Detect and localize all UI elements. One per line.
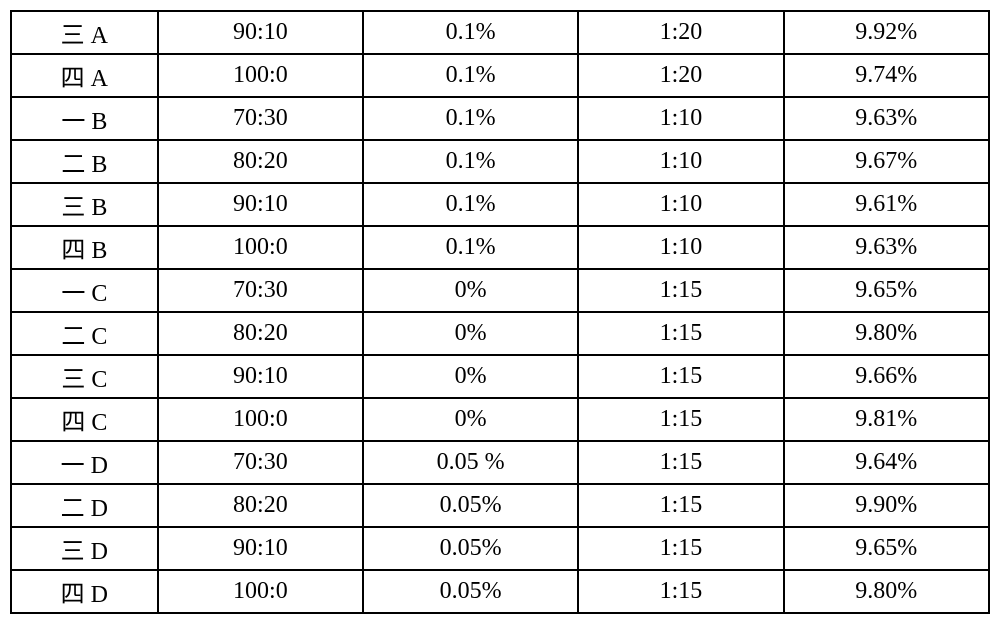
- cell-pct1: 0.1%: [363, 140, 578, 183]
- cell-pct2: 9.67%: [784, 140, 989, 183]
- cell-pct1: 0%: [363, 398, 578, 441]
- table-row: 三 B 90:10 0.1% 1:10 9.61%: [11, 183, 989, 226]
- table-row: 二 D 80:20 0.05% 1:15 9.90%: [11, 484, 989, 527]
- cell-pct2: 9.74%: [784, 54, 989, 97]
- cell-pct1: 0.05%: [363, 570, 578, 613]
- data-table-container: 三 A 90:10 0.1% 1:20 9.92% 四 A 100:0 0.1%…: [10, 10, 990, 614]
- cell-pct2: 9.80%: [784, 570, 989, 613]
- cell-ratio: 100:0: [158, 226, 363, 269]
- cell-label: 四 C: [11, 398, 158, 441]
- cell-pct1: 0.1%: [363, 54, 578, 97]
- cell-ratio: 80:20: [158, 312, 363, 355]
- data-table: 三 A 90:10 0.1% 1:20 9.92% 四 A 100:0 0.1%…: [10, 10, 990, 614]
- cell-pct2: 9.63%: [784, 226, 989, 269]
- table-row: 四 A 100:0 0.1% 1:20 9.74%: [11, 54, 989, 97]
- cell-ratio2: 1:15: [578, 312, 783, 355]
- cell-ratio: 100:0: [158, 54, 363, 97]
- cell-label: 四 A: [11, 54, 158, 97]
- cell-ratio2: 1:15: [578, 398, 783, 441]
- cell-ratio2: 1:15: [578, 527, 783, 570]
- cell-ratio: 90:10: [158, 355, 363, 398]
- cell-pct1: 0.1%: [363, 97, 578, 140]
- table-row: 四 C 100:0 0% 1:15 9.81%: [11, 398, 989, 441]
- cell-label: 二 B: [11, 140, 158, 183]
- cell-label: 二 C: [11, 312, 158, 355]
- cell-ratio2: 1:20: [578, 54, 783, 97]
- cell-ratio2: 1:20: [578, 11, 783, 54]
- cell-pct1: 0.05 %: [363, 441, 578, 484]
- cell-ratio: 70:30: [158, 97, 363, 140]
- cell-label: 一 C: [11, 269, 158, 312]
- cell-label: 一 B: [11, 97, 158, 140]
- cell-pct1: 0%: [363, 269, 578, 312]
- cell-pct2: 9.64%: [784, 441, 989, 484]
- cell-pct2: 9.81%: [784, 398, 989, 441]
- cell-label: 三 D: [11, 527, 158, 570]
- cell-pct1: 0%: [363, 312, 578, 355]
- cell-ratio2: 1:15: [578, 441, 783, 484]
- cell-label: 三 A: [11, 11, 158, 54]
- cell-pct1: 0.1%: [363, 226, 578, 269]
- cell-label: 三 B: [11, 183, 158, 226]
- table-row: 三 C 90:10 0% 1:15 9.66%: [11, 355, 989, 398]
- cell-ratio2: 1:15: [578, 570, 783, 613]
- cell-label: 四 D: [11, 570, 158, 613]
- table-row: 一 C 70:30 0% 1:15 9.65%: [11, 269, 989, 312]
- cell-pct1: 0.05%: [363, 484, 578, 527]
- cell-pct2: 9.65%: [784, 527, 989, 570]
- cell-ratio2: 1:10: [578, 226, 783, 269]
- cell-ratio: 80:20: [158, 484, 363, 527]
- cell-ratio: 90:10: [158, 11, 363, 54]
- cell-label: 一 D: [11, 441, 158, 484]
- table-row: 四 D 100:0 0.05% 1:15 9.80%: [11, 570, 989, 613]
- cell-label: 二 D: [11, 484, 158, 527]
- cell-ratio2: 1:10: [578, 97, 783, 140]
- table-row: 三 D 90:10 0.05% 1:15 9.65%: [11, 527, 989, 570]
- table-row: 一 D 70:30 0.05 % 1:15 9.64%: [11, 441, 989, 484]
- table-body: 三 A 90:10 0.1% 1:20 9.92% 四 A 100:0 0.1%…: [11, 11, 989, 613]
- cell-label: 三 C: [11, 355, 158, 398]
- cell-pct2: 9.63%: [784, 97, 989, 140]
- cell-ratio2: 1:15: [578, 355, 783, 398]
- cell-ratio: 100:0: [158, 398, 363, 441]
- table-row: 二 C 80:20 0% 1:15 9.80%: [11, 312, 989, 355]
- cell-pct1: 0%: [363, 355, 578, 398]
- cell-pct1: 0.05%: [363, 527, 578, 570]
- cell-ratio: 80:20: [158, 140, 363, 183]
- cell-ratio2: 1:15: [578, 269, 783, 312]
- cell-ratio: 70:30: [158, 441, 363, 484]
- cell-ratio: 90:10: [158, 527, 363, 570]
- cell-ratio: 70:30: [158, 269, 363, 312]
- cell-ratio2: 1:10: [578, 140, 783, 183]
- cell-label: 四 B: [11, 226, 158, 269]
- table-row: 四 B 100:0 0.1% 1:10 9.63%: [11, 226, 989, 269]
- cell-pct1: 0.1%: [363, 11, 578, 54]
- table-row: 一 B 70:30 0.1% 1:10 9.63%: [11, 97, 989, 140]
- cell-pct2: 9.80%: [784, 312, 989, 355]
- cell-pct2: 9.61%: [784, 183, 989, 226]
- cell-pct2: 9.66%: [784, 355, 989, 398]
- table-row: 二 B 80:20 0.1% 1:10 9.67%: [11, 140, 989, 183]
- cell-ratio2: 1:10: [578, 183, 783, 226]
- cell-ratio2: 1:15: [578, 484, 783, 527]
- cell-pct2: 9.65%: [784, 269, 989, 312]
- cell-pct2: 9.92%: [784, 11, 989, 54]
- cell-pct1: 0.1%: [363, 183, 578, 226]
- table-row: 三 A 90:10 0.1% 1:20 9.92%: [11, 11, 989, 54]
- cell-pct2: 9.90%: [784, 484, 989, 527]
- cell-ratio: 90:10: [158, 183, 363, 226]
- cell-ratio: 100:0: [158, 570, 363, 613]
